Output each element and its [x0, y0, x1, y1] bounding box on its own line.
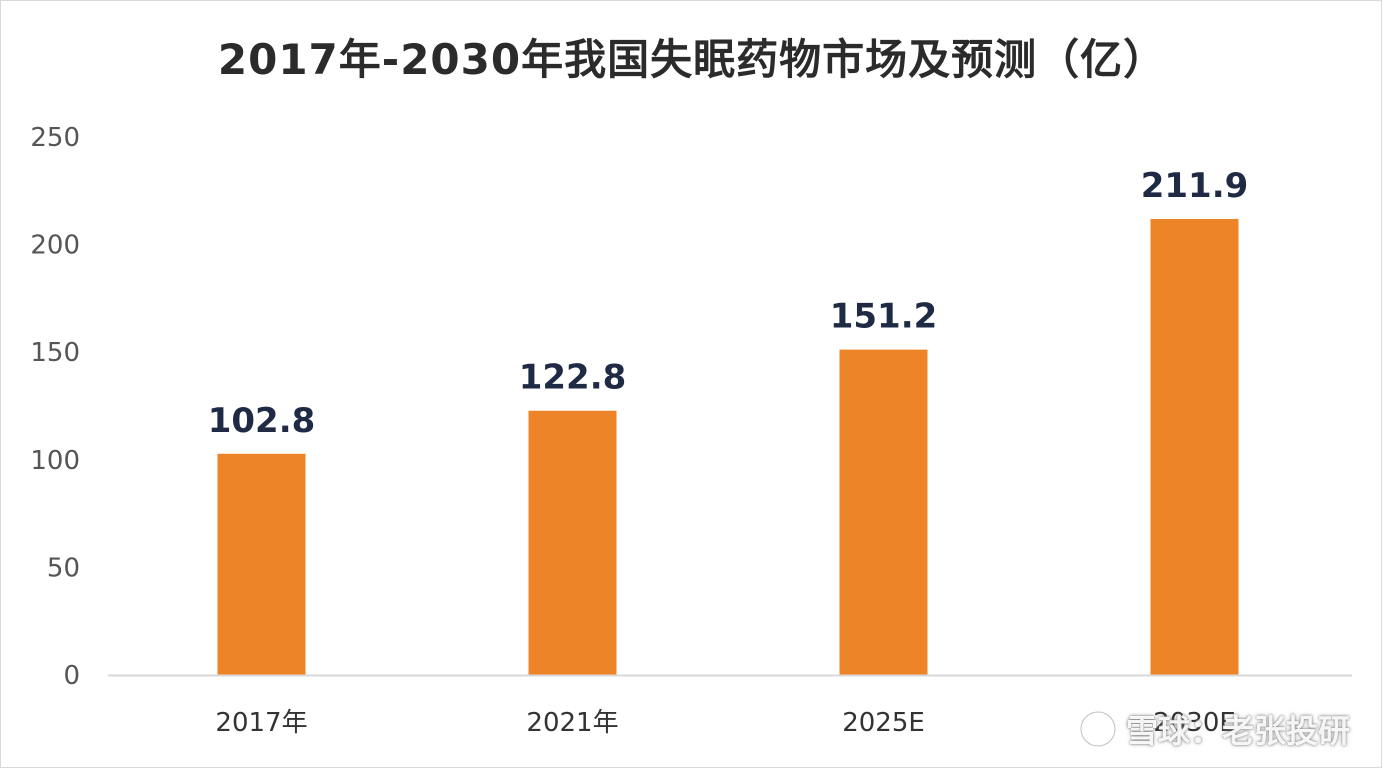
x-tick-label: 2025E — [842, 708, 925, 738]
y-tick-label: 200 — [30, 231, 80, 261]
x-tick-label: 2021年 — [526, 708, 618, 738]
data-label: 102.8 — [208, 401, 316, 441]
y-tick-label: 100 — [30, 446, 80, 476]
x-tick-label: 2030E — [1153, 708, 1236, 738]
x-tick-label: 2017年 — [215, 708, 307, 738]
y-tick-label: 50 — [47, 553, 80, 583]
xueqiu-logo-icon — [1078, 710, 1117, 748]
watermark-text: 雪球：老张投研 — [1125, 712, 1350, 750]
y-tick-label: 250 — [30, 123, 80, 153]
y-tick-label: 150 — [30, 338, 80, 368]
chart-title: 2017年-2030年我国失眠药物市场及预测（亿） — [217, 35, 1167, 84]
y-tick-label: 0 — [63, 661, 80, 691]
data-label: 211.9 — [1141, 166, 1249, 206]
data-label: 151.2 — [830, 297, 938, 337]
bar — [217, 453, 306, 675]
bar — [1150, 218, 1239, 675]
bar — [839, 349, 928, 675]
watermark: 雪球：老张投研 — [1078, 706, 1350, 752]
data-labels: 102.8 122.8 151.2 211.9 — [208, 166, 1249, 441]
bar — [528, 410, 617, 675]
y-axis: 0 50 100 150 200 250 — [30, 123, 80, 691]
bar-series — [217, 218, 1239, 675]
data-label: 122.8 — [519, 358, 627, 398]
x-axis: 2017年 2021年 2025E 2030E — [215, 708, 1235, 738]
